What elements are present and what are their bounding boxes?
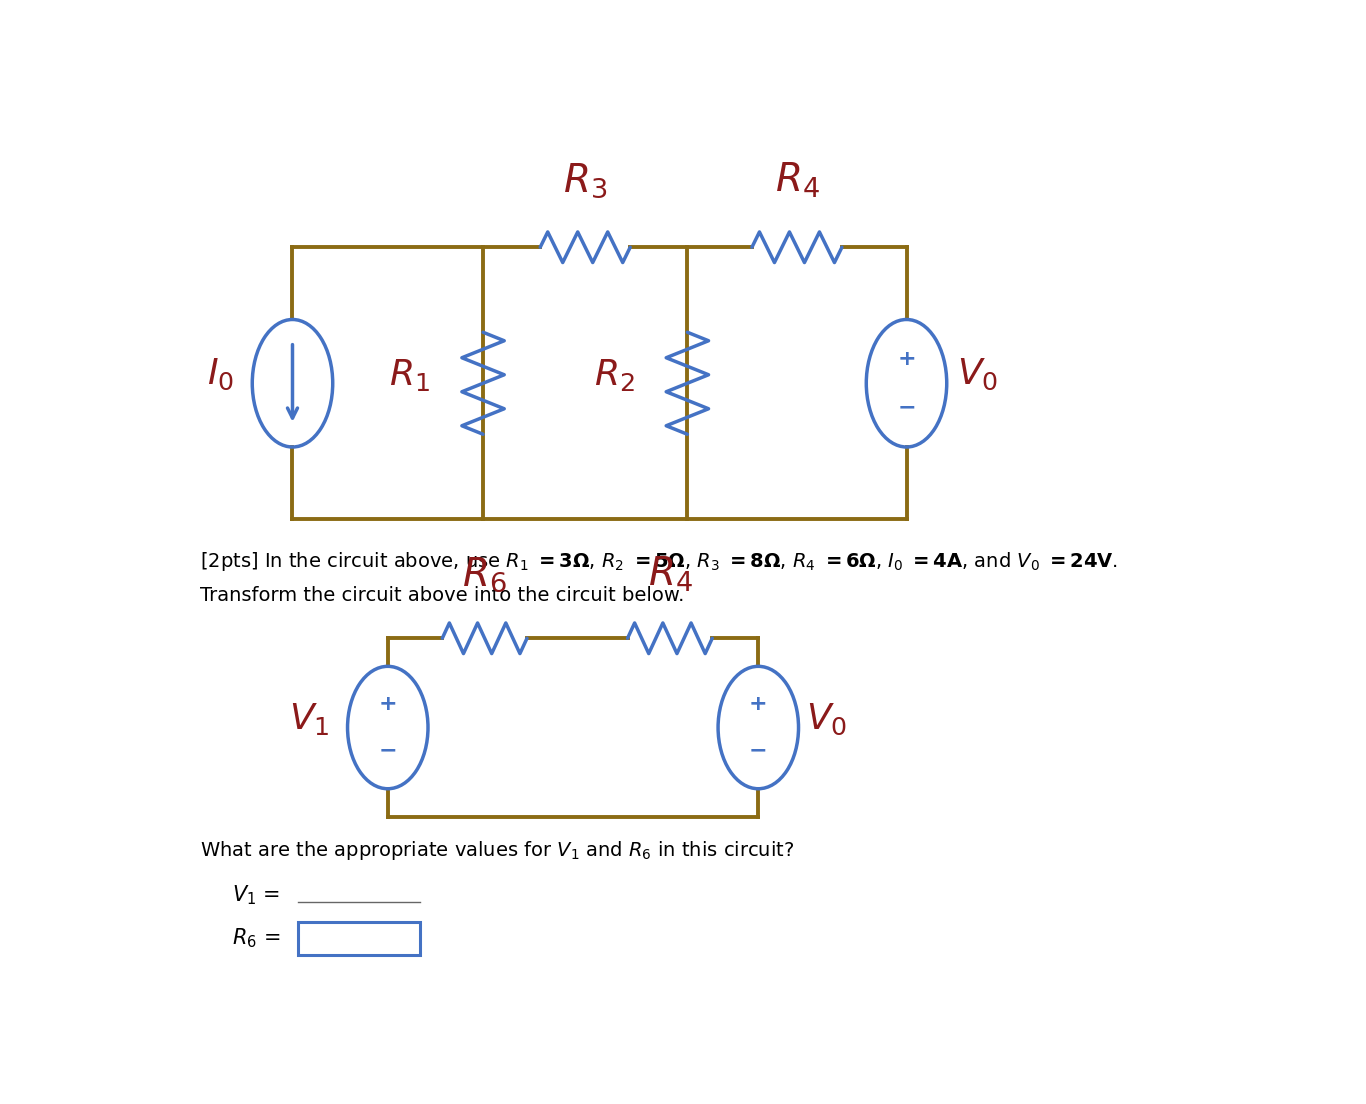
Text: $R_1$: $R_1$ bbox=[389, 357, 430, 393]
Text: $V_0$: $V_0$ bbox=[958, 357, 999, 392]
Text: $V_0$: $V_0$ bbox=[806, 701, 847, 736]
Text: $I_0$: $I_0$ bbox=[208, 357, 235, 392]
Text: $V_1$ =: $V_1$ = bbox=[232, 883, 280, 906]
Text: Transform the circuit above into the circuit below.: Transform the circuit above into the cir… bbox=[201, 586, 684, 605]
Text: −: − bbox=[378, 741, 398, 761]
Text: −: − bbox=[749, 741, 768, 761]
Text: $R_2$: $R_2$ bbox=[594, 357, 634, 393]
Text: $R_4$: $R_4$ bbox=[775, 161, 820, 201]
Text: $R_4$: $R_4$ bbox=[647, 555, 693, 594]
FancyBboxPatch shape bbox=[298, 922, 419, 955]
Text: [2pts] In the circuit above, use $R_1$ $\mathbf{= 3\Omega}$, $R_2$ $\mathbf{= 5\: [2pts] In the circuit above, use $R_1$ $… bbox=[201, 550, 1119, 573]
Text: +: + bbox=[897, 349, 915, 369]
Text: $R_6$ =: $R_6$ = bbox=[232, 926, 280, 951]
Text: $V_1$: $V_1$ bbox=[290, 701, 329, 737]
Text: What are the appropriate values for $V_1$ and $R_6$ in this circuit?: What are the appropriate values for $V_1… bbox=[201, 839, 795, 862]
Text: +: + bbox=[378, 694, 398, 714]
Text: $R_6$: $R_6$ bbox=[462, 555, 507, 594]
Text: $R_3$: $R_3$ bbox=[563, 162, 608, 201]
Text: −: − bbox=[897, 397, 915, 417]
Text: +: + bbox=[749, 694, 768, 714]
